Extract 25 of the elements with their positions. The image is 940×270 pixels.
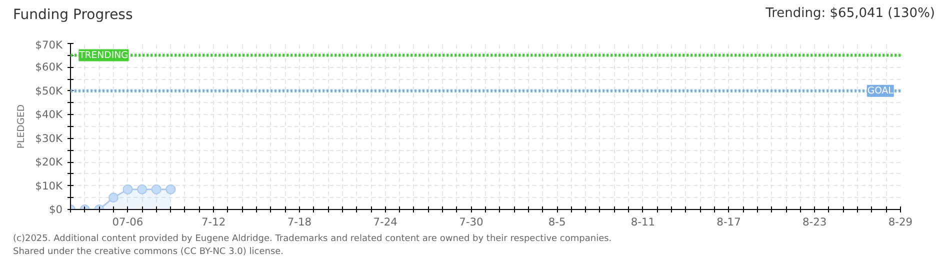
x-tick-label: 07-06 bbox=[112, 216, 144, 228]
y-axis-title: PLEDGED bbox=[16, 104, 28, 149]
x-tick-label: 7-18 bbox=[287, 216, 312, 228]
y-tick-label: $30K bbox=[35, 132, 64, 145]
x-tick-label: 7-30 bbox=[459, 216, 484, 228]
x-tick-label: 7-24 bbox=[373, 216, 398, 228]
ref-line-label: GOAL bbox=[867, 85, 894, 96]
chart-title: Funding Progress bbox=[13, 6, 133, 25]
x-tick-label: 8-11 bbox=[630, 216, 656, 228]
y-tick-label: $50K bbox=[35, 84, 64, 98]
y-tick-label: $70K bbox=[35, 38, 64, 52]
x-tick-label: 8-5 bbox=[548, 216, 566, 228]
text: Trending: $65,041 (130%) bbox=[766, 5, 935, 23]
y-tick-label: $40K bbox=[35, 108, 64, 122]
x-tick-label: 8-29 bbox=[888, 216, 913, 228]
text: (c)2025. Additional content provided by Eugene Aldridge. Trademarks and related content are owned by their respective companies. bbox=[13, 234, 612, 244]
y-tick-label: $60K bbox=[35, 60, 64, 74]
ref-line-label: TRENDING bbox=[78, 50, 128, 61]
y-tick-label: $0 bbox=[48, 203, 63, 216]
x-tick-label: 8-23 bbox=[802, 216, 827, 228]
text: Shared under the creative commons (CC BY-NC 3.0) license. bbox=[13, 246, 284, 257]
x-tick-label: 7-12 bbox=[202, 216, 226, 228]
y-tick-label: $10K bbox=[35, 179, 64, 192]
y-tick-label: $20K bbox=[35, 156, 64, 169]
x-tick-label: 8-17 bbox=[716, 216, 741, 228]
